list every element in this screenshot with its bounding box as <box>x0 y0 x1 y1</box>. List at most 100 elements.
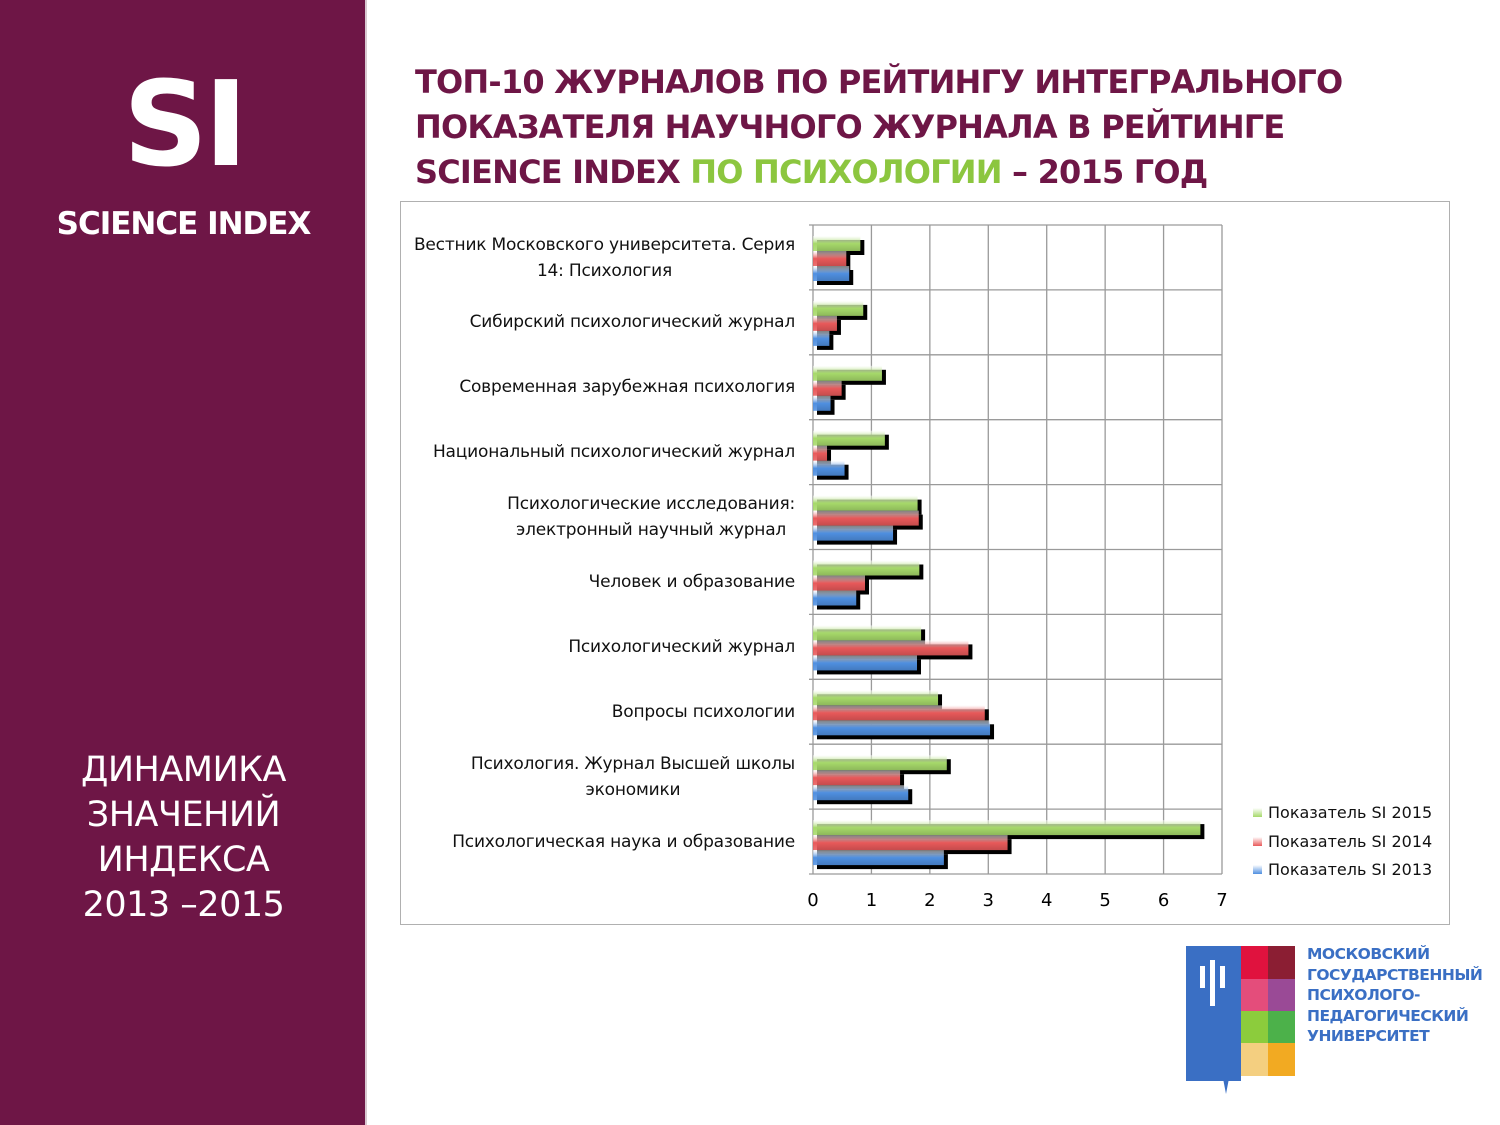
category-label-line: Вопросы психологии <box>611 701 795 722</box>
category-label-line: электронный научный журнал <box>515 520 787 541</box>
title-text: ТОП-10 ЖУРНАЛОВ ПО РЕЙТИНГУ ИНТЕГРАЛЬНОГ… <box>415 63 1343 191</box>
legend-swatch <box>1253 865 1262 874</box>
category-label-line: Психологические исследования: <box>507 494 795 515</box>
category-label: Психологическая наука и образование <box>403 809 795 874</box>
legend-swatch <box>1253 836 1262 846</box>
category-label: Вестник Московского университета. Серия 1… <box>403 225 795 290</box>
bar-2014 <box>813 575 866 591</box>
bar-2015 <box>813 625 922 641</box>
bar-2013 <box>813 330 830 346</box>
bar-2015 <box>813 236 861 251</box>
page-title: ТОП-10 ЖУРНАЛОВ ПО РЕЙТИНГУ ИНТЕГРАЛЬНОГ… <box>415 60 1415 195</box>
category-label: Человек и образование <box>403 550 796 615</box>
x-tick-label: 4 <box>1040 890 1053 911</box>
bar-2013 <box>813 785 909 801</box>
university-name-line: УНИВЕРСИТЕТ <box>1307 1027 1430 1045</box>
category-label-line: Психологическая наука и образование <box>452 831 795 852</box>
category-label: Сибирский психологический журнал <box>403 290 796 355</box>
bar-2013 <box>813 266 850 281</box>
bar-2014 <box>813 315 837 331</box>
title-text-end: – 2015 ГОД <box>1001 153 1208 191</box>
subtitle-line: 2013 –2015 <box>82 885 285 925</box>
subtitle-line: ЗНАЧЕНИЙ <box>86 795 281 835</box>
category-label-line: Психологический журнал <box>568 636 795 657</box>
sidebar: SI SCIENCE INDEX ДИНАМИКА ЗНАЧЕНИЙ ИНДЕК… <box>0 0 367 1125</box>
subtitle-line: ДИНАМИКА <box>81 750 286 790</box>
bar-2013 <box>813 460 845 476</box>
category-label: Современная зарубежная психология <box>403 355 795 420</box>
category-label-text: Вопросы психологии <box>612 699 795 725</box>
bar-2014 <box>813 251 847 266</box>
bar-2014 <box>813 640 969 656</box>
university-emblem-icon <box>1186 946 1295 1094</box>
category-label-text: Сибирский психологический журнал <box>469 309 796 335</box>
bar-2015 <box>813 820 1201 836</box>
bar-2013 <box>813 850 944 866</box>
category-label: Психологические исследования: электронный… <box>403 485 795 550</box>
x-tick-label: 5 <box>1099 890 1111 911</box>
x-tick-label: 2 <box>924 890 936 911</box>
bar-2013 <box>813 590 857 606</box>
category-label-line: Психология. Журнал Высшей школы <box>470 753 795 774</box>
university-name-line: ПЕДАГОГИЧЕСКИЙ <box>1307 1006 1469 1025</box>
category-label-text: Вестник Московского университета. Серия 1… <box>414 232 795 284</box>
x-tick-label: 3 <box>982 890 994 911</box>
category-label: Национальный психологический журнал <box>403 420 795 485</box>
bar-2014 <box>813 445 828 461</box>
category-label-text: Психологические исследования: электронный… <box>507 491 795 543</box>
bar-2013 <box>813 655 918 671</box>
x-tick-label: 1 <box>865 890 878 911</box>
subtitle-line: ИНДЕКСА <box>97 840 270 880</box>
bar-2013 <box>813 525 894 541</box>
category-label-line: 14: Психология <box>536 260 673 281</box>
chart: Вестник Московского университета. Серия 1… <box>400 201 1450 925</box>
bar-2014 <box>813 835 1008 851</box>
bar-2013 <box>813 720 991 736</box>
legend-label: Показатель SI 2014 <box>1268 831 1433 851</box>
legend-item: Показатель SI 2014 <box>1253 832 1432 851</box>
category-label-text: Человек и образование <box>588 569 796 595</box>
bar-2014 <box>813 770 901 786</box>
bar-2015 <box>813 690 939 706</box>
category-label-text: Современная зарубежная психология <box>459 374 795 400</box>
category-label-line: Сибирский психологический журнал <box>469 312 796 333</box>
university-name-line: МОСКОВСКИЙ <box>1307 945 1430 963</box>
bar-2014 <box>813 380 842 396</box>
legend-label: Показатель SI 2015 <box>1268 803 1433 822</box>
bar-2014 <box>813 510 919 526</box>
category-label-line: Человек и образование <box>588 572 796 592</box>
category-label: Психология. Журнал Высшей школы экономики <box>403 744 795 809</box>
legend-item: Показатель SI 2013 <box>1253 860 1432 879</box>
title-highlight: ПО ПСИХОЛОГИИ <box>690 153 1002 191</box>
category-label-text: Психологическая наука и образование <box>452 829 795 855</box>
bar-2014 <box>813 705 985 721</box>
x-tick-label: 0 <box>807 890 819 911</box>
category-label-text: Национальный психологический журнал <box>433 439 795 465</box>
bar-2013 <box>813 395 831 411</box>
x-tick-label: 7 <box>1216 890 1228 911</box>
bar-2015 <box>813 560 920 576</box>
category-label: Вопросы психологии <box>403 679 795 744</box>
bar-2015 <box>813 365 882 381</box>
university-name-line: ГОСУДАРСТВЕННЫЙ <box>1307 965 1483 984</box>
legend-label: Показатель SI 2013 <box>1268 860 1433 879</box>
sidebar-subtitle: ДИНАМИКА ЗНАЧЕНИЙ ИНДЕКСА 2013 –2015 <box>0 748 367 928</box>
science-index-label: SCIENCE INDEX <box>56 206 312 242</box>
category-label-line: Национальный психологический журнал <box>432 442 795 463</box>
si-logo: SI <box>123 55 248 193</box>
category-label-line: Современная зарубежная психология <box>459 377 795 398</box>
x-tick-label: 6 <box>1157 890 1170 911</box>
category-label: Психологический журнал <box>403 614 795 679</box>
category-label-line: экономики <box>585 779 681 800</box>
university-logo <box>1186 946 1296 1100</box>
bar-2015 <box>813 495 918 511</box>
bar-2015 <box>813 430 885 446</box>
category-label-line: Вестник Московского университета. Серия <box>413 234 795 255</box>
category-label-text: Психология. Журнал Высшей школы экономики <box>471 751 795 803</box>
category-label-text: Психологический журнал <box>568 634 795 660</box>
university-name-line: ПСИХОЛОГО- <box>1307 986 1420 1004</box>
bar-2015 <box>813 755 947 771</box>
bar-2015 <box>813 300 864 316</box>
university-name: МОСКОВСКИЙ ГОСУДАРСТВЕННЫЙ ПСИХОЛОГО- ПЕ… <box>1307 944 1483 1047</box>
legend-swatch <box>1253 808 1262 817</box>
